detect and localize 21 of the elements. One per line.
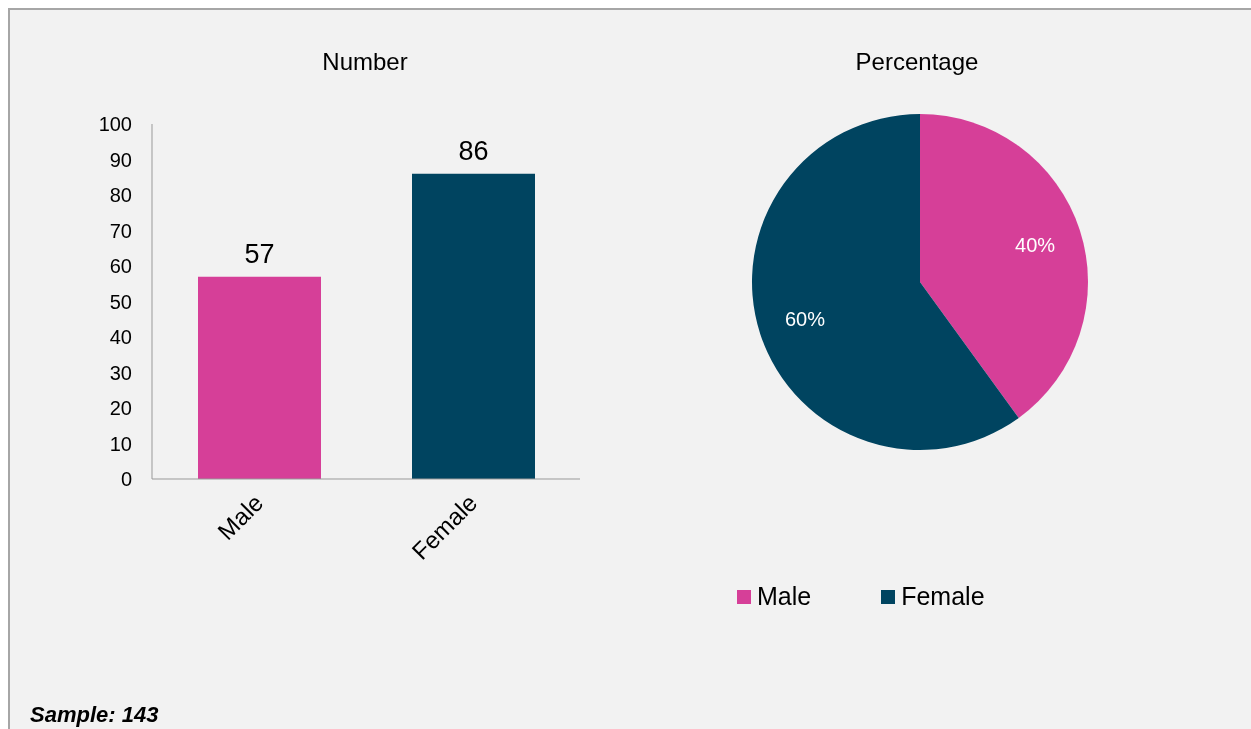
chart-title: Percentage: [854, 48, 980, 76]
y-tick-label: 80: [109, 184, 132, 207]
y-tick-label: 100: [98, 113, 132, 136]
chart-title: Number: [321, 48, 409, 76]
text: Sample: 143: [30, 702, 159, 728]
legend-label: Female: [901, 582, 985, 611]
y-tick-label: 0: [120, 468, 132, 491]
data-label: 40%: [1015, 233, 1056, 256]
data-label: 86: [458, 135, 489, 166]
y-tick-label: 90: [109, 148, 132, 171]
y-tick-label: 60: [109, 255, 132, 278]
y-tick-label: 50: [109, 290, 132, 313]
y-tick-label: 10: [109, 432, 132, 455]
y-tick-label: 30: [109, 361, 132, 384]
y-tick-label: 20: [109, 397, 132, 420]
legend-label: Male: [757, 582, 812, 611]
y-tick-label: 40: [109, 326, 132, 349]
data-label: 60%: [784, 308, 826, 331]
data-label: 57: [244, 238, 275, 269]
pie-slice: [920, 114, 1088, 418]
y-tick-label: 70: [109, 219, 132, 242]
